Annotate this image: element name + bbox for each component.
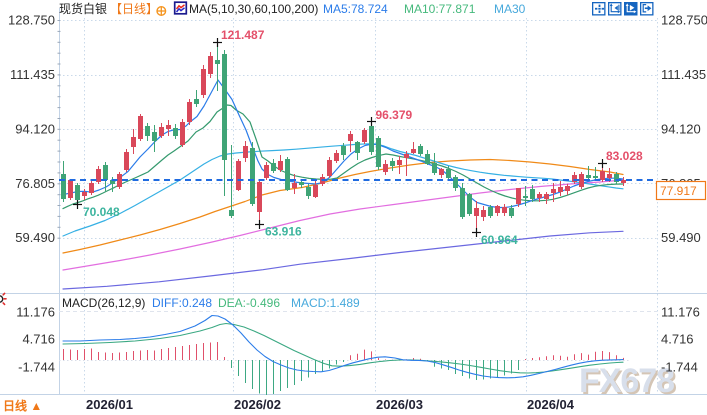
svg-text:FX678: FX678 (581, 364, 677, 402)
svg-text:11.176: 11.176 (16, 305, 55, 320)
svg-text:2026/01: 2026/01 (86, 397, 133, 412)
svg-text:MA10:77.871: MA10:77.871 (404, 2, 476, 16)
svg-text:-1.744: -1.744 (18, 360, 55, 375)
svg-text:121.487: 121.487 (221, 28, 265, 42)
svg-text:FX678: FX678 (579, 362, 675, 400)
svg-text:59.490: 59.490 (15, 230, 55, 245)
svg-text:59.490: 59.490 (661, 230, 701, 245)
svg-text:2026/03: 2026/03 (376, 397, 423, 412)
svg-text:60.964: 60.964 (481, 233, 518, 247)
svg-text:111.435: 111.435 (661, 67, 706, 82)
svg-text:76.805: 76.805 (15, 176, 55, 191)
svg-text:111.435: 111.435 (10, 67, 55, 82)
svg-text:现货白银: 现货白银 (59, 1, 107, 16)
svg-text:DEA:-0.496: DEA:-0.496 (218, 296, 280, 310)
svg-text:MACD(26,12,9): MACD(26,12,9) (62, 296, 145, 310)
svg-text:2026/02: 2026/02 (234, 397, 281, 412)
svg-text:-1.744: -1.744 (661, 360, 698, 375)
svg-text:MA(5,10,30,60,100,200): MA(5,10,30,60,100,200) (189, 2, 318, 16)
svg-text:DIFF:0.248: DIFF:0.248 (152, 296, 212, 310)
svg-text:MACD:1.489: MACD:1.489 (291, 296, 360, 310)
svg-text:MA30: MA30 (494, 2, 526, 16)
svg-text:83.028: 83.028 (606, 149, 643, 163)
svg-text:4.716: 4.716 (661, 332, 694, 347)
svg-text:77.917: 77.917 (660, 184, 697, 198)
svg-text:96.379: 96.379 (376, 108, 413, 122)
svg-text:94.120: 94.120 (15, 122, 55, 137)
svg-text:日线 ▲: 日线 ▲ (3, 398, 42, 413)
svg-text:【日线】: 【日线】 (110, 2, 158, 16)
svg-text:94.120: 94.120 (661, 122, 701, 137)
svg-text:70.048: 70.048 (83, 205, 120, 219)
svg-text:63.916: 63.916 (265, 225, 302, 239)
svg-text:2026/04: 2026/04 (527, 397, 575, 412)
svg-text:4.716: 4.716 (22, 332, 55, 347)
svg-text:128.750: 128.750 (8, 13, 55, 28)
svg-text:MA5:78.724: MA5:78.724 (323, 2, 388, 16)
svg-text:128.750: 128.750 (661, 13, 707, 28)
svg-text:11.176: 11.176 (661, 305, 700, 320)
